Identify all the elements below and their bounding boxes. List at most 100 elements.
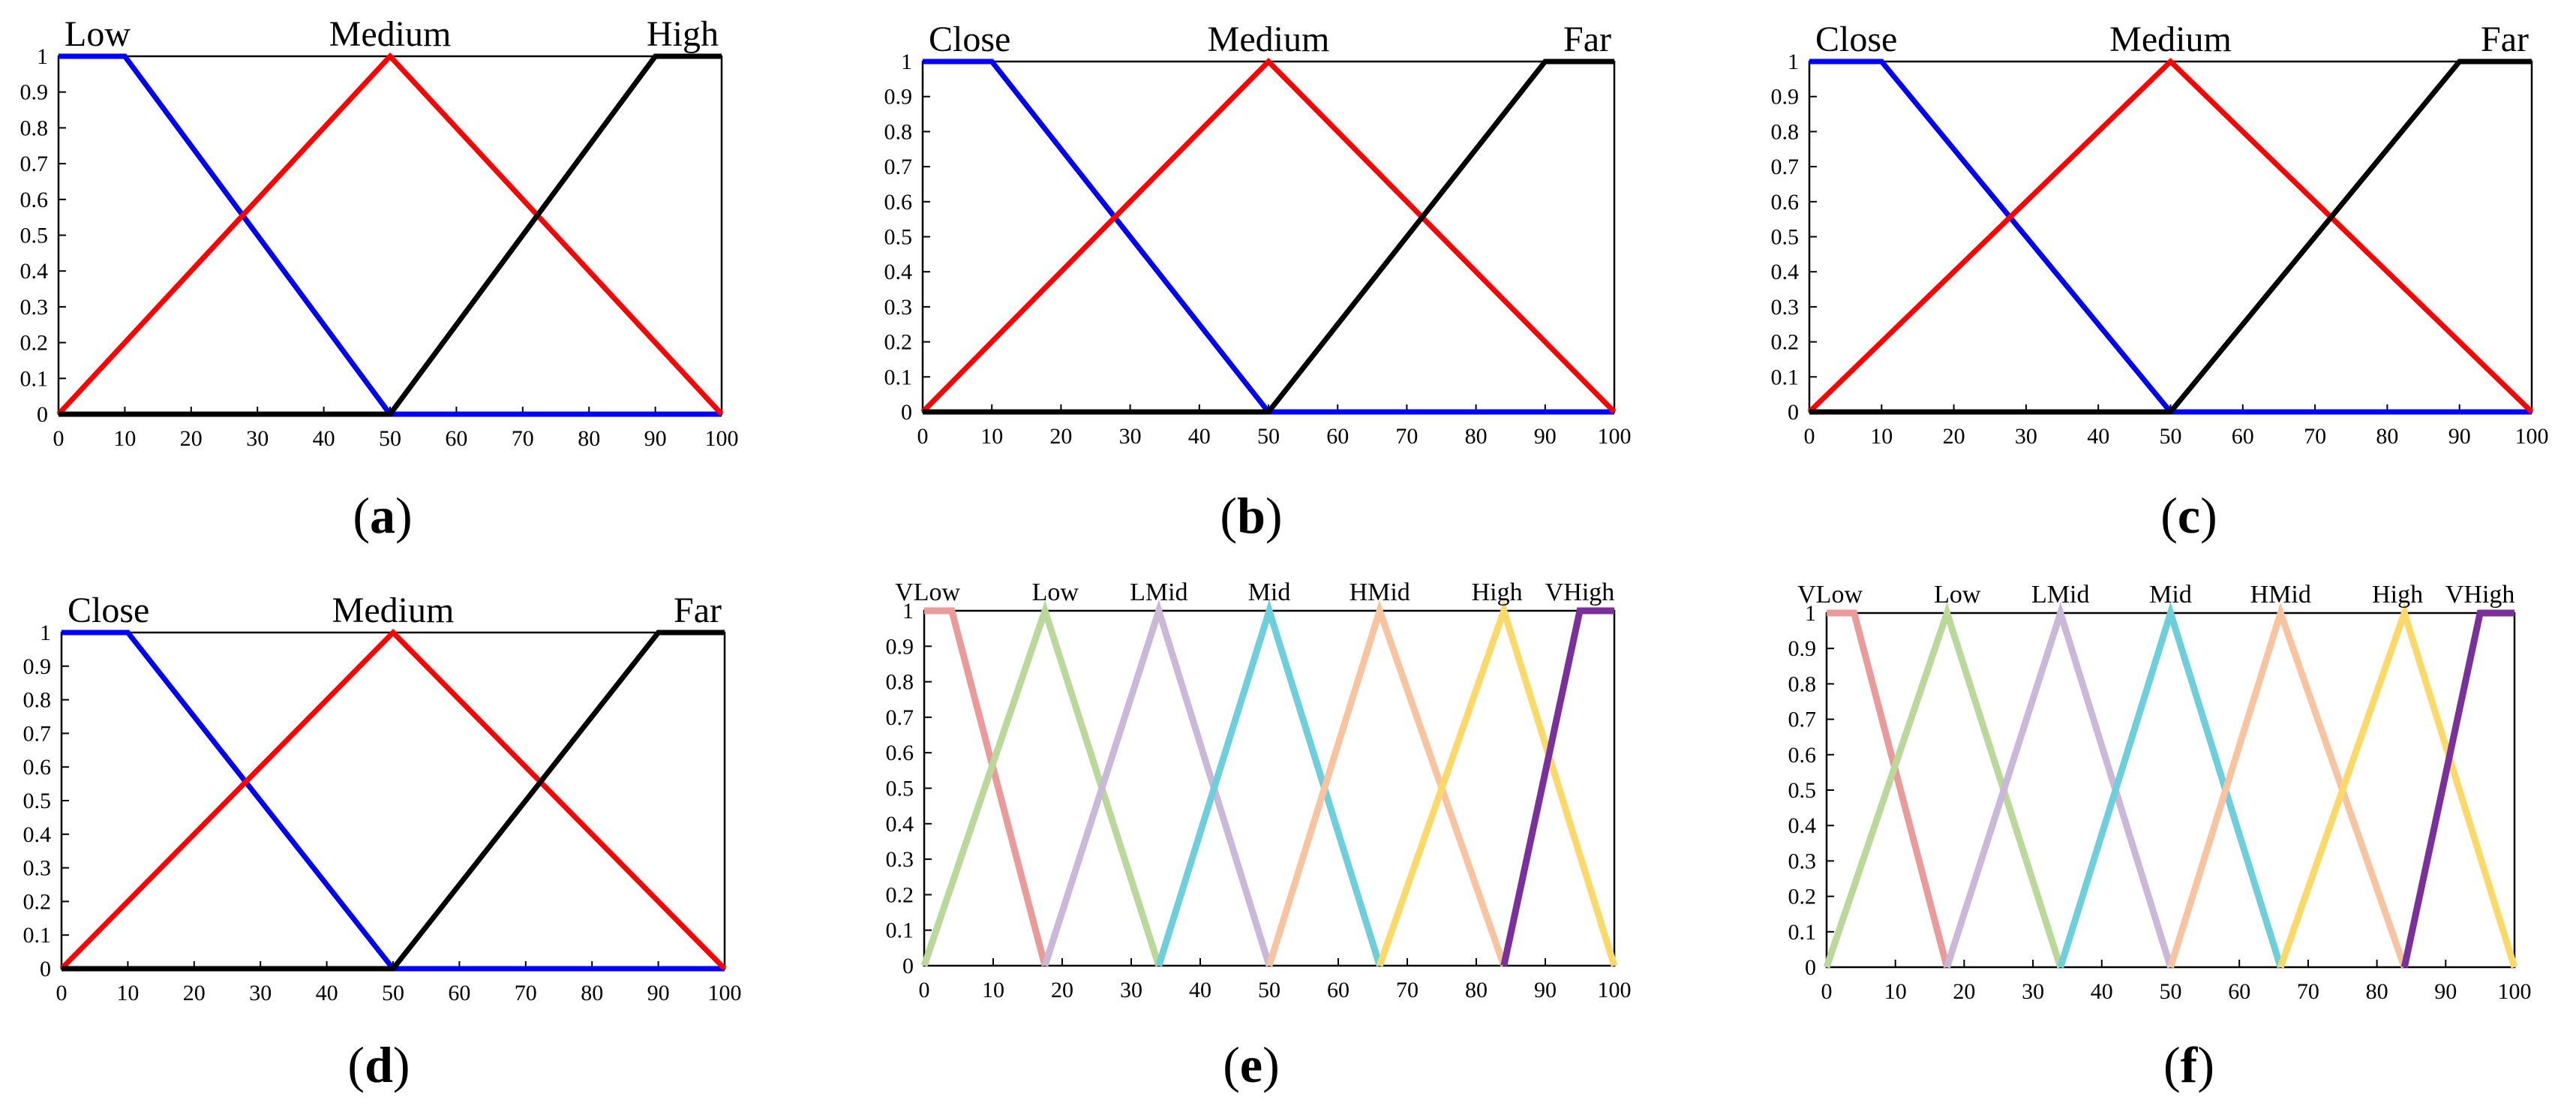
- x-tick-label: 80: [1465, 978, 1488, 1002]
- y-tick-label: 0: [40, 957, 51, 981]
- term-label-mid: Mid: [1248, 579, 1291, 606]
- term-label-vlow: VLow: [1797, 581, 1863, 609]
- x-tick-label: 60: [448, 981, 470, 1005]
- x-tick-label: 20: [1943, 424, 1965, 449]
- x-tick-label: 0: [53, 426, 65, 451]
- x-tick-label: 100: [705, 426, 739, 451]
- y-tick-label: 0.6: [23, 755, 52, 780]
- x-tick-label: 20: [183, 981, 206, 1005]
- plot-frame: [60, 631, 726, 970]
- y-tick-label: 0.8: [886, 670, 914, 695]
- x-tick-label: 20: [1051, 978, 1073, 1002]
- term-label-low: Low: [65, 14, 131, 54]
- series-line-lmid: [1041, 600, 1273, 967]
- y-tick-label: 0.7: [20, 152, 49, 176]
- y-tick-label: 0.5: [886, 777, 914, 801]
- y-tick-label: 0.9: [20, 80, 49, 105]
- y-tick-label: 0.5: [23, 789, 52, 813]
- x-tick-label: 70: [512, 426, 534, 451]
- series-line-mid: [2057, 601, 2284, 969]
- x-tick-label: 10: [116, 981, 139, 1005]
- term-label-medium: Medium: [2109, 20, 2232, 59]
- y-tick-label: 0.9: [1771, 85, 1800, 110]
- series-line-lmid: [1944, 602, 2174, 969]
- x-tick-label: 90: [1534, 978, 1557, 1002]
- series-line-hmid: [2167, 602, 2408, 969]
- x-tick-label: 80: [1465, 424, 1488, 449]
- term-label-lmid: LMid: [1130, 579, 1187, 606]
- x-tick-label: 100: [2498, 979, 2532, 1004]
- y-tick-label: 0: [37, 402, 48, 427]
- x-tick-label: 20: [180, 426, 203, 451]
- x-tick-label: 90: [647, 981, 670, 1005]
- chart-panel-f: 0 10 20 30 40 50 60 70 80 90 100 0 0.1 0.2 0.3 0.4 0.5 0.…: [1710, 570, 2576, 1115]
- x-tick-label: 90: [1534, 424, 1557, 449]
- x-tick-label: 0: [1821, 979, 1833, 1004]
- y-tick-label: 0: [1788, 400, 1799, 425]
- x-tick-label: 80: [2366, 979, 2388, 1004]
- y-tick-label: 0.3: [20, 295, 49, 320]
- x-tick-label: 80: [2376, 424, 2398, 449]
- x-tick-label: 70: [515, 981, 537, 1005]
- x-tick-label: 60: [445, 426, 467, 451]
- x-tick-label: 10: [113, 426, 136, 451]
- series-line-high: [2277, 602, 2518, 969]
- x-tick-label: 70: [1395, 424, 1418, 449]
- y-tick-label: 0.2: [23, 889, 52, 914]
- x-tick-label: 20: [1049, 424, 1072, 449]
- y-tick-label: 0: [902, 954, 914, 978]
- x-tick-label: 50: [382, 981, 404, 1005]
- y-tick-label: 0.9: [884, 85, 913, 110]
- series-line-close: [62, 630, 725, 972]
- x-tick-label: 70: [2297, 979, 2319, 1004]
- x-tick-label: 60: [2228, 979, 2250, 1004]
- x-tick-label: 30: [249, 981, 272, 1005]
- y-tick-label: 0.8: [23, 688, 52, 713]
- x-tick-label: 90: [644, 426, 667, 451]
- x-tick-label: 30: [2015, 424, 2037, 449]
- y-tick-label: 0.8: [1788, 672, 1817, 696]
- term-label-hmid: HMid: [1350, 579, 1410, 606]
- y-tick-label: 0.2: [20, 331, 49, 356]
- y-tick-label: 1: [1805, 601, 1816, 626]
- term-label-close: Close: [68, 591, 149, 630]
- term-label-mid: Mid: [2149, 581, 2192, 609]
- x-tick-label: 30: [1120, 978, 1142, 1002]
- term-label-medium: Medium: [1208, 20, 1330, 59]
- y-tick-label: 0.6: [1771, 190, 1800, 215]
- term-label-vhigh: VHigh: [1545, 579, 1615, 606]
- y-tick-label: 0.6: [1788, 743, 1817, 768]
- y-tick-label: 0.9: [886, 634, 914, 659]
- y-tick-label: 0.3: [1771, 295, 1800, 320]
- caption-d: (d): [347, 1036, 410, 1093]
- x-tick-label: 0: [919, 978, 930, 1002]
- y-tick-label: 0.1: [1788, 920, 1817, 945]
- y-tick-label: 0.3: [884, 295, 913, 320]
- y-tick-label: 0.7: [23, 721, 52, 746]
- series-line-mid: [1155, 599, 1383, 967]
- x-tick-label: 80: [578, 426, 600, 451]
- x-tick-label: 40: [1188, 424, 1211, 449]
- series-line-vhigh: [1500, 607, 1614, 966]
- term-label-vhigh: VHigh: [2445, 581, 2515, 609]
- x-tick-label: 0: [1804, 424, 1815, 449]
- x-tick-label: 60: [1326, 424, 1349, 449]
- y-tick-label: 1: [902, 599, 914, 624]
- x-tick-label: 100: [1598, 424, 1632, 449]
- y-tick-label: 0: [901, 400, 912, 425]
- y-tick-label: 0.2: [1771, 330, 1800, 355]
- series-line-far: [923, 59, 1614, 415]
- y-tick-label: 0: [1805, 955, 1816, 980]
- x-tick-label: 60: [1327, 978, 1350, 1002]
- x-tick-label: 50: [379, 426, 401, 451]
- y-tick-label: 0.3: [1788, 849, 1817, 873]
- y-tick-label: 0.3: [23, 856, 52, 881]
- y-tick-label: 0.7: [884, 155, 913, 179]
- series-line-low: [920, 600, 1163, 967]
- y-tick-label: 0.1: [23, 923, 52, 948]
- series-line-close: [1809, 59, 2532, 415]
- term-label-far: Far: [2481, 20, 2529, 59]
- y-tick-label: 1: [37, 44, 48, 69]
- series-line-vlow: [924, 607, 1049, 967]
- y-tick-label: 0.4: [886, 812, 914, 837]
